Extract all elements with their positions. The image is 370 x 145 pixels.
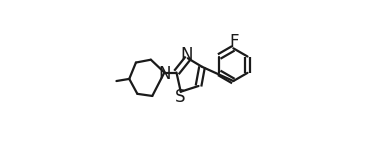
Text: N: N [159, 65, 171, 83]
Text: S: S [175, 88, 185, 106]
Text: F: F [229, 33, 239, 51]
Text: N: N [180, 46, 193, 64]
